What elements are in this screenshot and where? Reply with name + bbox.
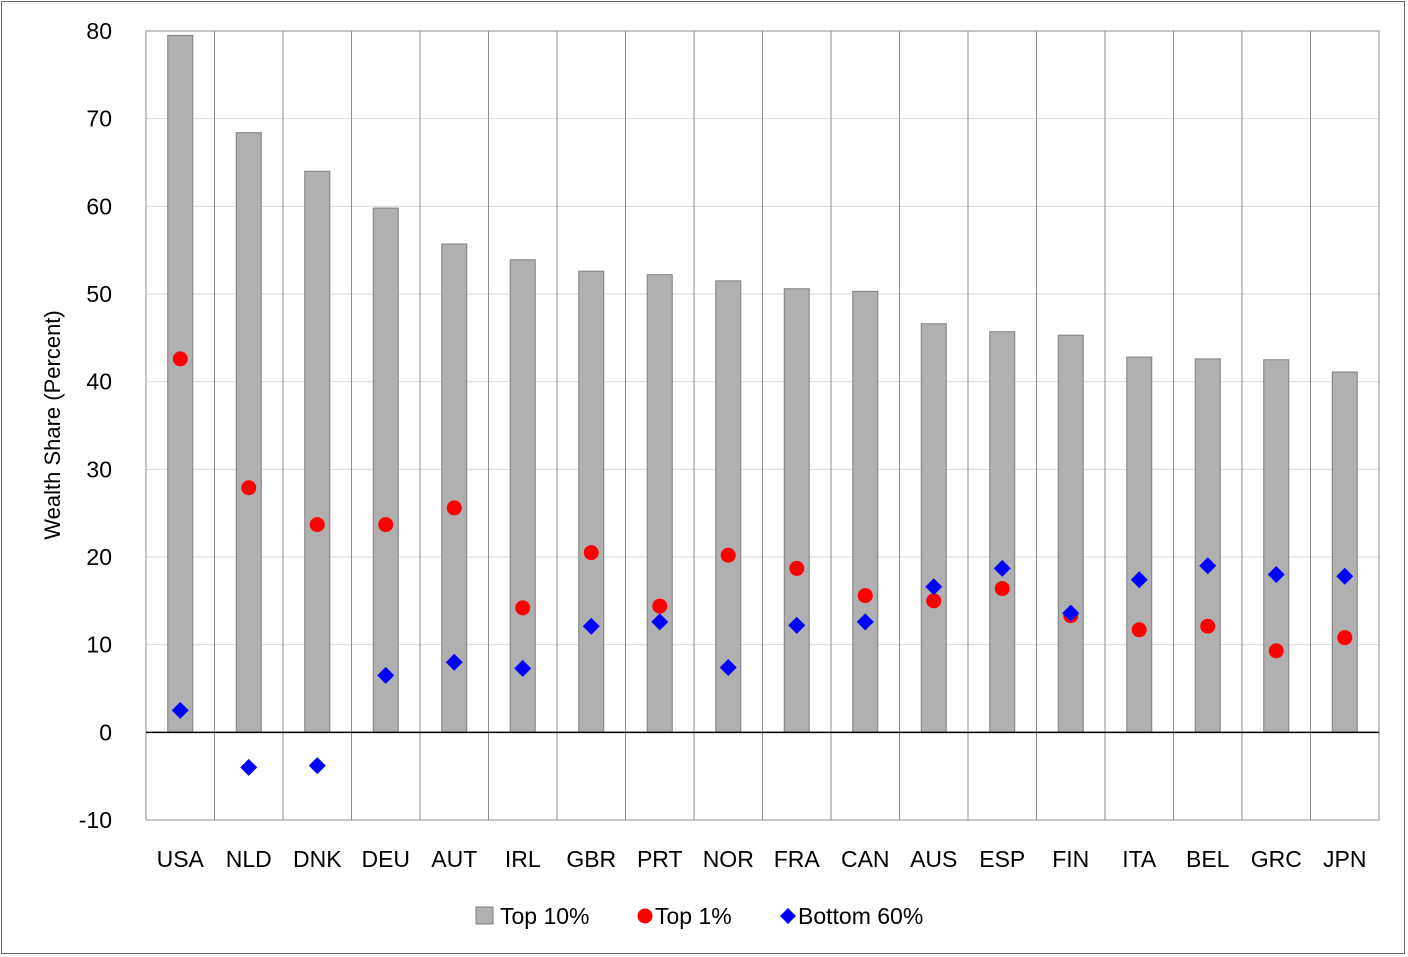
point-bottom60-usa bbox=[171, 701, 189, 719]
point-top1-usa bbox=[172, 351, 188, 367]
bar-top10-deu bbox=[372, 207, 399, 733]
y-tick-labels: -10 0 10 20 30 40 50 60 70 80 bbox=[79, 18, 112, 833]
x-tick-labels: USA NLD DNK DEU AUT IRL GBR PRT NOR FRA CAN AUS ESP F… bbox=[157, 846, 1367, 872]
point-bottom60-deu bbox=[377, 666, 395, 684]
bar-top10-aut bbox=[441, 243, 468, 733]
point-bottom60-can bbox=[856, 613, 874, 631]
point-top1-fra bbox=[789, 560, 805, 576]
x-tick-label: PRT bbox=[637, 846, 683, 872]
bar-top10-nor bbox=[715, 280, 742, 733]
point-top1-grc bbox=[1268, 643, 1284, 659]
point-bottom60-ita bbox=[1130, 571, 1148, 589]
x-tick-label: IRL bbox=[505, 846, 541, 872]
point-top1-dnk bbox=[309, 517, 325, 533]
point-top1-deu bbox=[378, 517, 394, 533]
point-top1-ita bbox=[1131, 622, 1147, 638]
bar-top10-usa bbox=[167, 34, 194, 733]
legend-label: Bottom 60% bbox=[798, 903, 923, 929]
plot-area-border bbox=[145, 30, 1380, 821]
x-tick-label: GRC bbox=[1251, 846, 1302, 872]
x-tick-label: ITA bbox=[1122, 846, 1157, 872]
x-tick-label: ESP bbox=[979, 846, 1025, 872]
legend-label: Top 1% bbox=[655, 903, 732, 929]
point-bottom60-fin bbox=[1062, 604, 1080, 622]
x-tick-label: AUT bbox=[431, 846, 477, 872]
bar-top10-prt bbox=[646, 274, 673, 733]
bar-top10-nld bbox=[235, 132, 262, 733]
point-bottom60-bel bbox=[1199, 557, 1217, 575]
x-tick-label: DEU bbox=[361, 846, 410, 872]
y-tick-label: 50 bbox=[86, 281, 112, 307]
bar-top10-fra bbox=[783, 288, 810, 733]
bar-top10-can bbox=[852, 290, 879, 733]
point-top1-bel bbox=[1200, 618, 1216, 634]
gridlines bbox=[145, 30, 1380, 821]
point-bottom60-jpn bbox=[1336, 567, 1354, 585]
y-tick-label: 0 bbox=[99, 719, 112, 745]
point-bottom60-aus bbox=[925, 578, 943, 596]
legend-swatch-bottom60 bbox=[780, 908, 796, 924]
point-bottom60-dnk bbox=[308, 757, 326, 775]
y-tick-label: 10 bbox=[86, 632, 112, 658]
point-bottom60-esp bbox=[993, 559, 1011, 577]
bar-top10-aus bbox=[920, 323, 947, 733]
point-top1-nor bbox=[720, 547, 736, 563]
point-top1-nld bbox=[241, 480, 257, 496]
bar-top10-fin bbox=[1057, 334, 1084, 733]
point-top1-irl bbox=[515, 600, 531, 616]
bar-top10-grc bbox=[1263, 359, 1290, 733]
legend: Top 10% Top 1% Bottom 60% bbox=[475, 903, 923, 929]
y-tick-label: -10 bbox=[79, 807, 112, 833]
bar-top10-jpn bbox=[1331, 371, 1358, 733]
y-tick-label: 20 bbox=[86, 544, 112, 570]
legend-swatch-top1 bbox=[637, 908, 653, 924]
point-top1-prt bbox=[652, 598, 668, 614]
y-tick-label: 80 bbox=[86, 18, 112, 44]
x-tick-label: GBR bbox=[566, 846, 616, 872]
y-tick-label: 30 bbox=[86, 456, 112, 482]
point-top1-jpn bbox=[1337, 630, 1353, 646]
x-tick-label: FRA bbox=[774, 846, 821, 872]
bar-top10-dnk bbox=[304, 170, 331, 733]
point-top1-esp bbox=[994, 581, 1010, 597]
point-bottom60-grc bbox=[1267, 566, 1285, 584]
point-bottom60-gbr bbox=[582, 617, 600, 635]
x-tick-label: CAN bbox=[841, 846, 890, 872]
point-bottom60-prt bbox=[651, 613, 669, 631]
x-tick-label: BEL bbox=[1186, 846, 1230, 872]
bar-top10-bel bbox=[1194, 358, 1221, 733]
point-top1-gbr bbox=[583, 545, 599, 561]
y-tick-label: 40 bbox=[86, 369, 112, 395]
y-tick-label: 70 bbox=[86, 106, 112, 132]
x-tick-label: NOR bbox=[703, 846, 754, 872]
point-top1-aut bbox=[446, 500, 462, 516]
bar-top10-gbr bbox=[578, 270, 605, 733]
point-bottom60-irl bbox=[514, 659, 532, 677]
y-axis-label: Wealth Share (Percent) bbox=[40, 310, 65, 539]
bars-top-10 bbox=[167, 34, 1358, 733]
x-tick-label: JPN bbox=[1323, 846, 1366, 872]
point-bottom60-nor bbox=[719, 658, 737, 676]
x-tick-label: USA bbox=[157, 846, 205, 872]
markers bbox=[171, 351, 1354, 776]
point-bottom60-nld bbox=[240, 758, 258, 776]
x-tick-label: AUS bbox=[910, 846, 957, 872]
x-tick-label: DNK bbox=[293, 846, 342, 872]
x-tick-label: NLD bbox=[226, 846, 272, 872]
point-top1-aus bbox=[926, 593, 942, 609]
x-tick-label: FIN bbox=[1052, 846, 1089, 872]
point-bottom60-aut bbox=[445, 653, 463, 671]
y-tick-label: 60 bbox=[86, 193, 112, 219]
bar-top10-ita bbox=[1126, 356, 1153, 733]
point-top1-can bbox=[857, 588, 873, 604]
legend-swatch-top10 bbox=[475, 906, 494, 925]
point-bottom60-fra bbox=[788, 616, 806, 634]
bar-top10-esp bbox=[989, 331, 1016, 733]
legend-label: Top 10% bbox=[500, 903, 590, 929]
